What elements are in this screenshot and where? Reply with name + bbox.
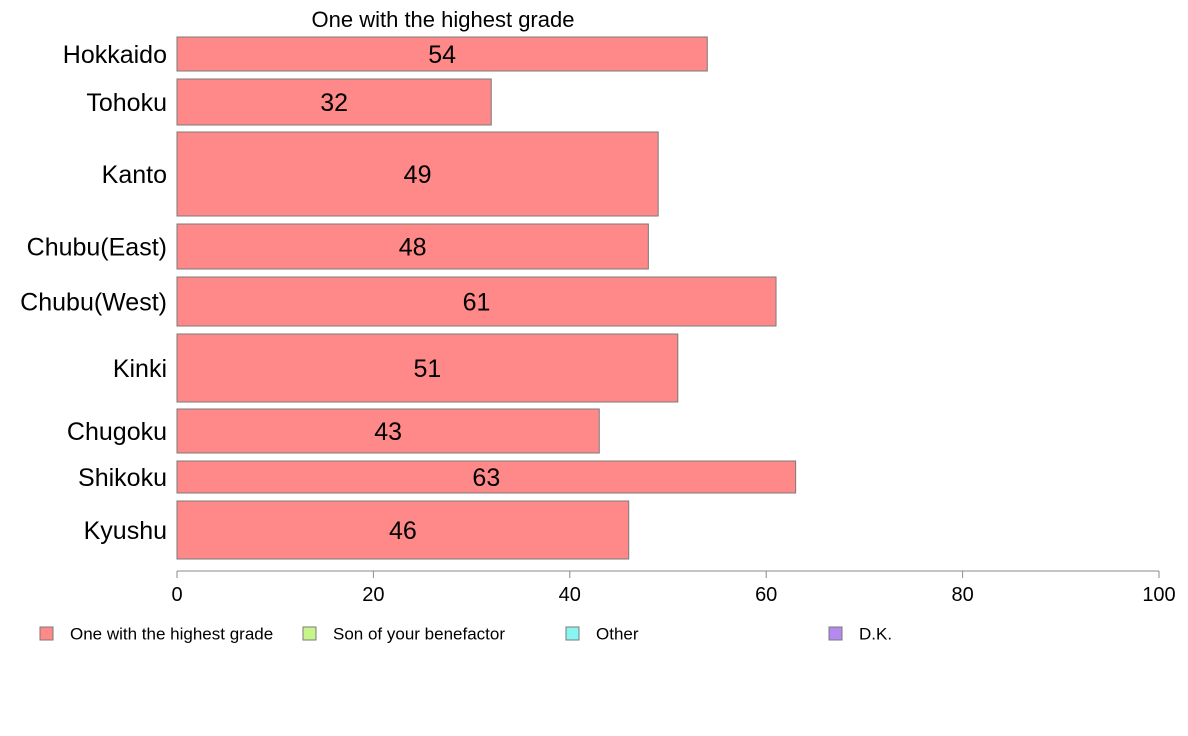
value-label-tohoku: 32 xyxy=(320,89,348,117)
bar-kyushu xyxy=(176,500,630,560)
bar-kinki xyxy=(176,333,679,403)
value-label-chubu-west: 61 xyxy=(463,289,491,317)
value-label-shikoku: 63 xyxy=(472,464,500,492)
bar-shikoku xyxy=(176,460,797,494)
bar-tohoku xyxy=(176,78,492,126)
category-label-shikoku: Shikoku xyxy=(78,464,167,492)
legend-swatch-son-of-your-benefactor xyxy=(302,626,317,641)
legend-swatch-d-k xyxy=(828,626,843,641)
chart-title: One with the highest grade xyxy=(312,7,575,32)
legend-swatch-other xyxy=(565,626,580,641)
bars-group: 54 32 49 48 61 51 43 63 46 xyxy=(176,36,797,560)
x-axis: 0 20 40 60 80 100 xyxy=(171,570,1176,606)
x-tick-label-60: 60 xyxy=(755,584,777,606)
legend-label-other: Other xyxy=(596,625,639,644)
value-label-kinki: 51 xyxy=(414,355,442,383)
category-label-kanto: Kanto xyxy=(102,161,167,189)
bar-chubu-east xyxy=(176,223,649,270)
legend-label-one-with-the-highest-grade: One with the highest grade xyxy=(70,625,273,644)
bar-kanto xyxy=(176,131,659,217)
value-label-kanto: 49 xyxy=(404,161,432,189)
value-label-kyushu: 46 xyxy=(389,517,417,545)
x-tick-label-40: 40 xyxy=(559,584,581,606)
legend-swatch-one-with-the-highest-grade xyxy=(39,626,54,641)
value-label-chubu-east: 48 xyxy=(399,234,427,262)
category-label-chugoku: Chugoku xyxy=(67,418,167,446)
bar-hokkaido xyxy=(176,36,708,72)
x-tick-label-80: 80 xyxy=(951,584,973,606)
category-label-chubu-west: Chubu(West) xyxy=(20,289,167,317)
category-label-kyushu: Kyushu xyxy=(84,517,167,545)
category-label-tohoku: Tohoku xyxy=(86,89,167,117)
category-label-hokkaido: Hokkaido xyxy=(63,41,167,69)
x-tick-label-20: 20 xyxy=(362,584,384,606)
value-label-chugoku: 43 xyxy=(374,418,402,446)
legend-label-d-k: D.K. xyxy=(859,625,892,644)
bar-chugoku xyxy=(176,408,600,454)
legend: One with the highest grade Son of your be… xyxy=(39,625,892,644)
category-label-chubu-east: Chubu(East) xyxy=(27,234,167,262)
bar-chubu-west xyxy=(176,276,777,327)
x-tick-label-100: 100 xyxy=(1142,584,1175,606)
category-labels: Hokkaido Tohoku Kanto Chubu(East) Chubu(West… xyxy=(20,41,167,545)
value-label-hokkaido: 54 xyxy=(428,41,456,69)
legend-label-son-of-your-benefactor: Son of your benefactor xyxy=(333,625,505,644)
x-tick-label-0: 0 xyxy=(171,584,182,606)
category-label-kinki: Kinki xyxy=(113,355,167,383)
